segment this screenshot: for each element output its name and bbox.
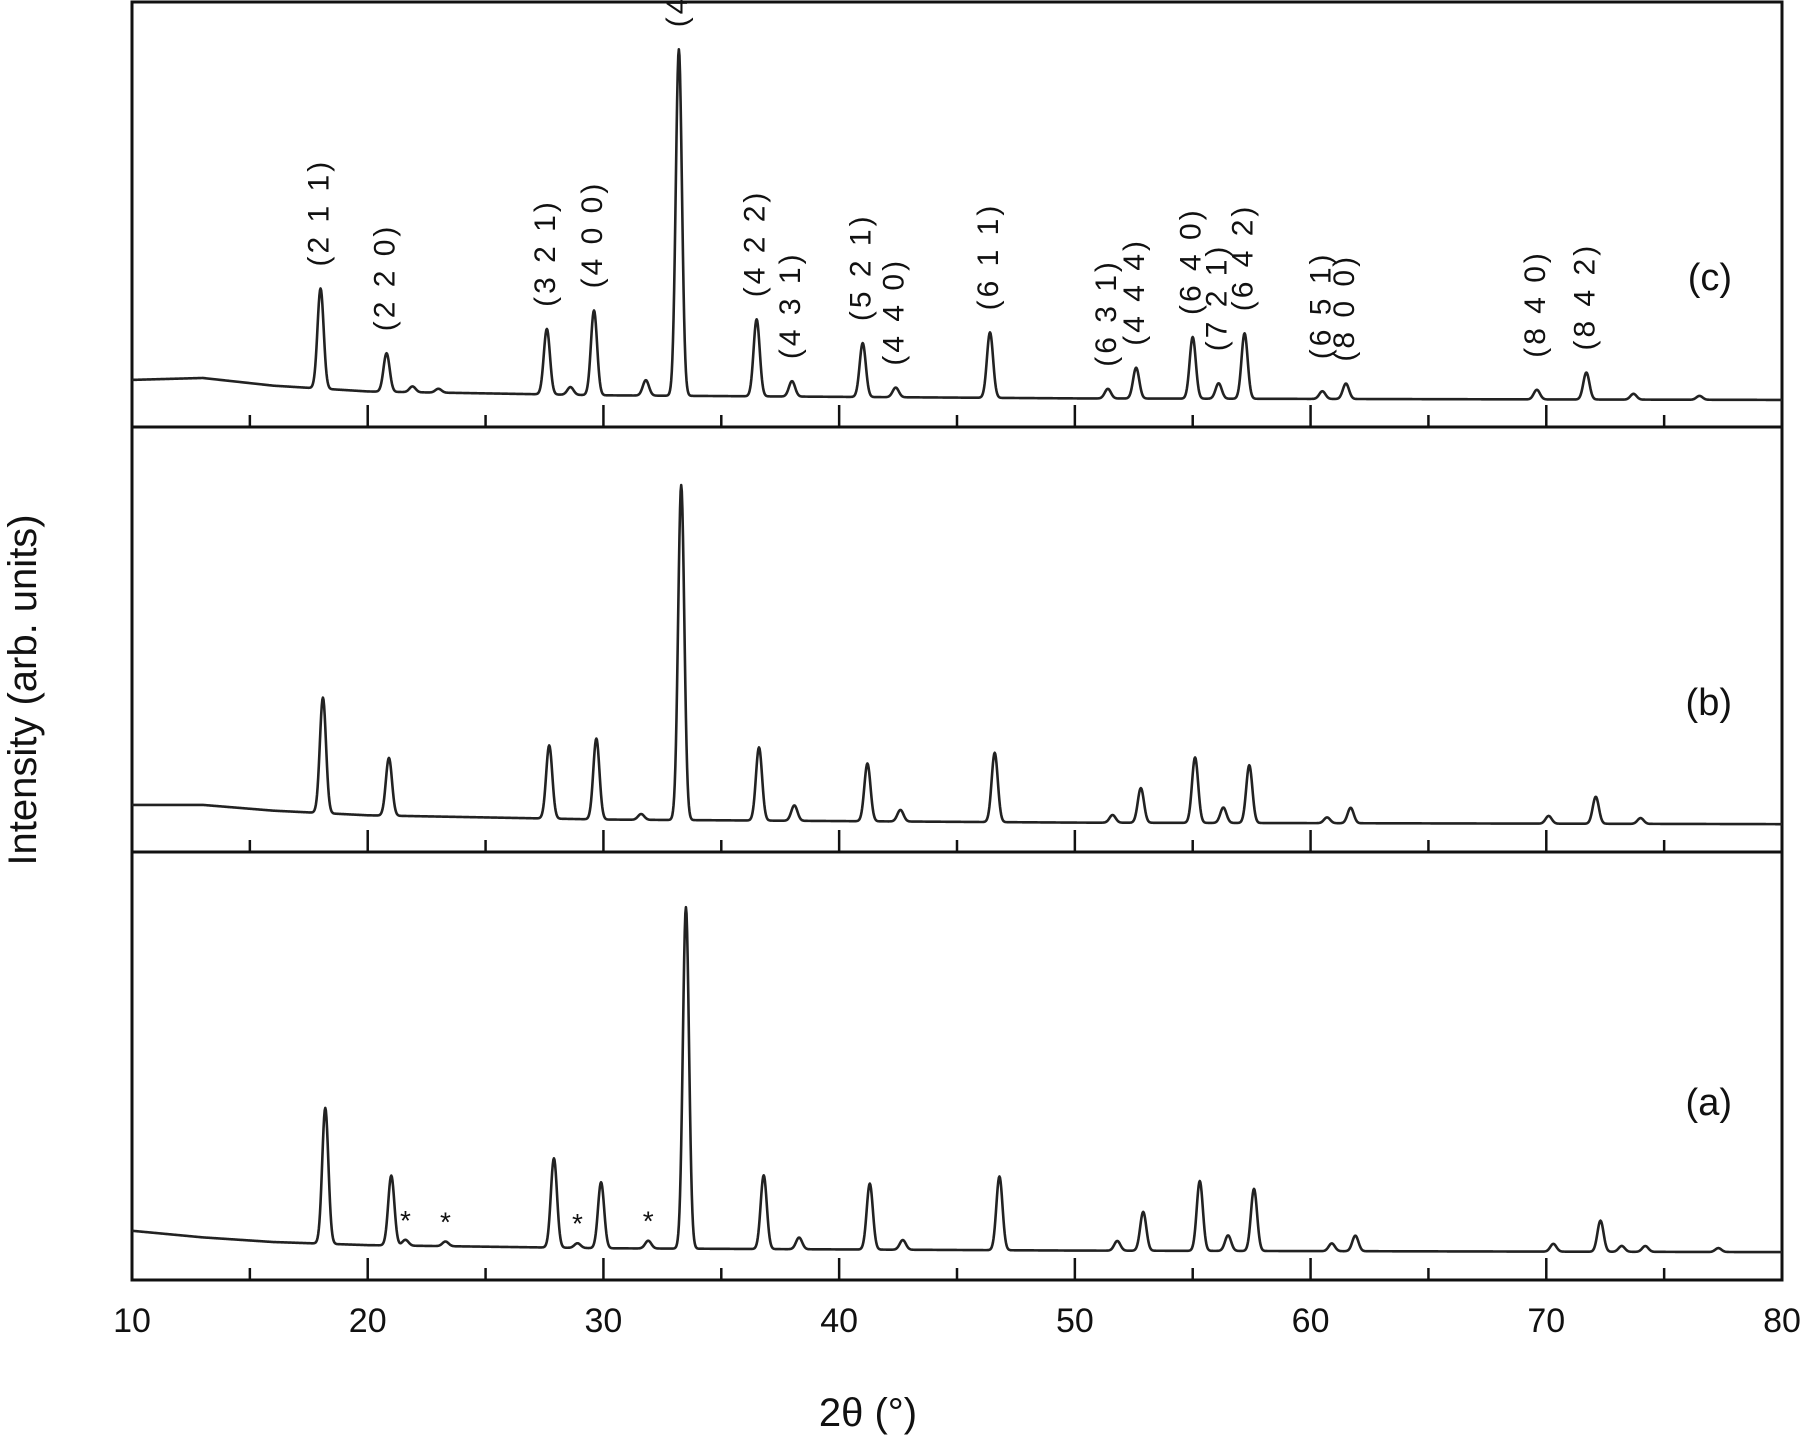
peak-label: (8 4 0) [1519,250,1552,358]
peak-label: (8 4 2) [1568,243,1601,351]
peak-label: (4 0 0) [576,181,609,289]
axis-ticks: 10 20 30 40 50 60 70 80 [113,405,1800,1340]
peak-label: (6 3 1) [1090,259,1123,367]
series-line [131,905,1783,1254]
x-tick-label: 40 [820,1302,858,1340]
peak-label: (4 4 0) [878,258,911,366]
x-tick-label: 20 [349,1302,387,1340]
peak-label: (6 4 2) [1227,204,1260,312]
x-tick-label: 60 [1292,1302,1330,1340]
peak-label: (6 1 1) [972,203,1005,311]
y-axis-title: Intensity (arb. units) [1,514,45,865]
impurity-star-marker: * [643,1206,654,1237]
peak-label: (8 0 0) [1328,254,1361,362]
impurity-star-marker: * [400,1205,411,1236]
series-line [131,47,1783,402]
plot-border [130,0,1784,1282]
peak-label: (7 2 1) [1201,244,1234,352]
peak-label: (4 4 4) [1118,238,1151,346]
peak-label: (2 2 0) [369,224,402,332]
series-line [131,483,1783,826]
peak-label: (2 1 1) [303,159,336,267]
x-tick-label: 10 [113,1302,151,1340]
peak-label: (3 2 1) [529,199,562,307]
x-tick-label: 30 [585,1302,623,1340]
x-tick-label: 70 [1527,1302,1565,1340]
peak-label: (5 2 1) [845,213,878,321]
peak-label: (4 2 0) [661,0,694,27]
x-tick-label: 80 [1763,1302,1800,1340]
impurity-star-marker: * [440,1207,451,1238]
x-tick-label: 50 [1056,1302,1094,1340]
peak-label: (6 4 0) [1175,207,1208,315]
peak-label: (4 3 1) [774,251,807,359]
panel-label: (a) [1686,1082,1732,1124]
peak-label: (6 5 1) [1304,251,1337,359]
panel-label: (b) [1686,682,1732,724]
x-axis-title: 2θ (°) [819,1391,917,1435]
peak-labels: (a) * * * * (b) (c) (2 1 1) (2 2 0) (3 2 1) (4 0 0… [303,0,1732,1239]
plot-frame [130,0,1784,1282]
panel-label: (c) [1688,257,1732,299]
impurity-star-marker: * [572,1208,583,1239]
peak-label: (4 2 2) [739,190,772,298]
diffraction-curves [131,47,1783,1254]
